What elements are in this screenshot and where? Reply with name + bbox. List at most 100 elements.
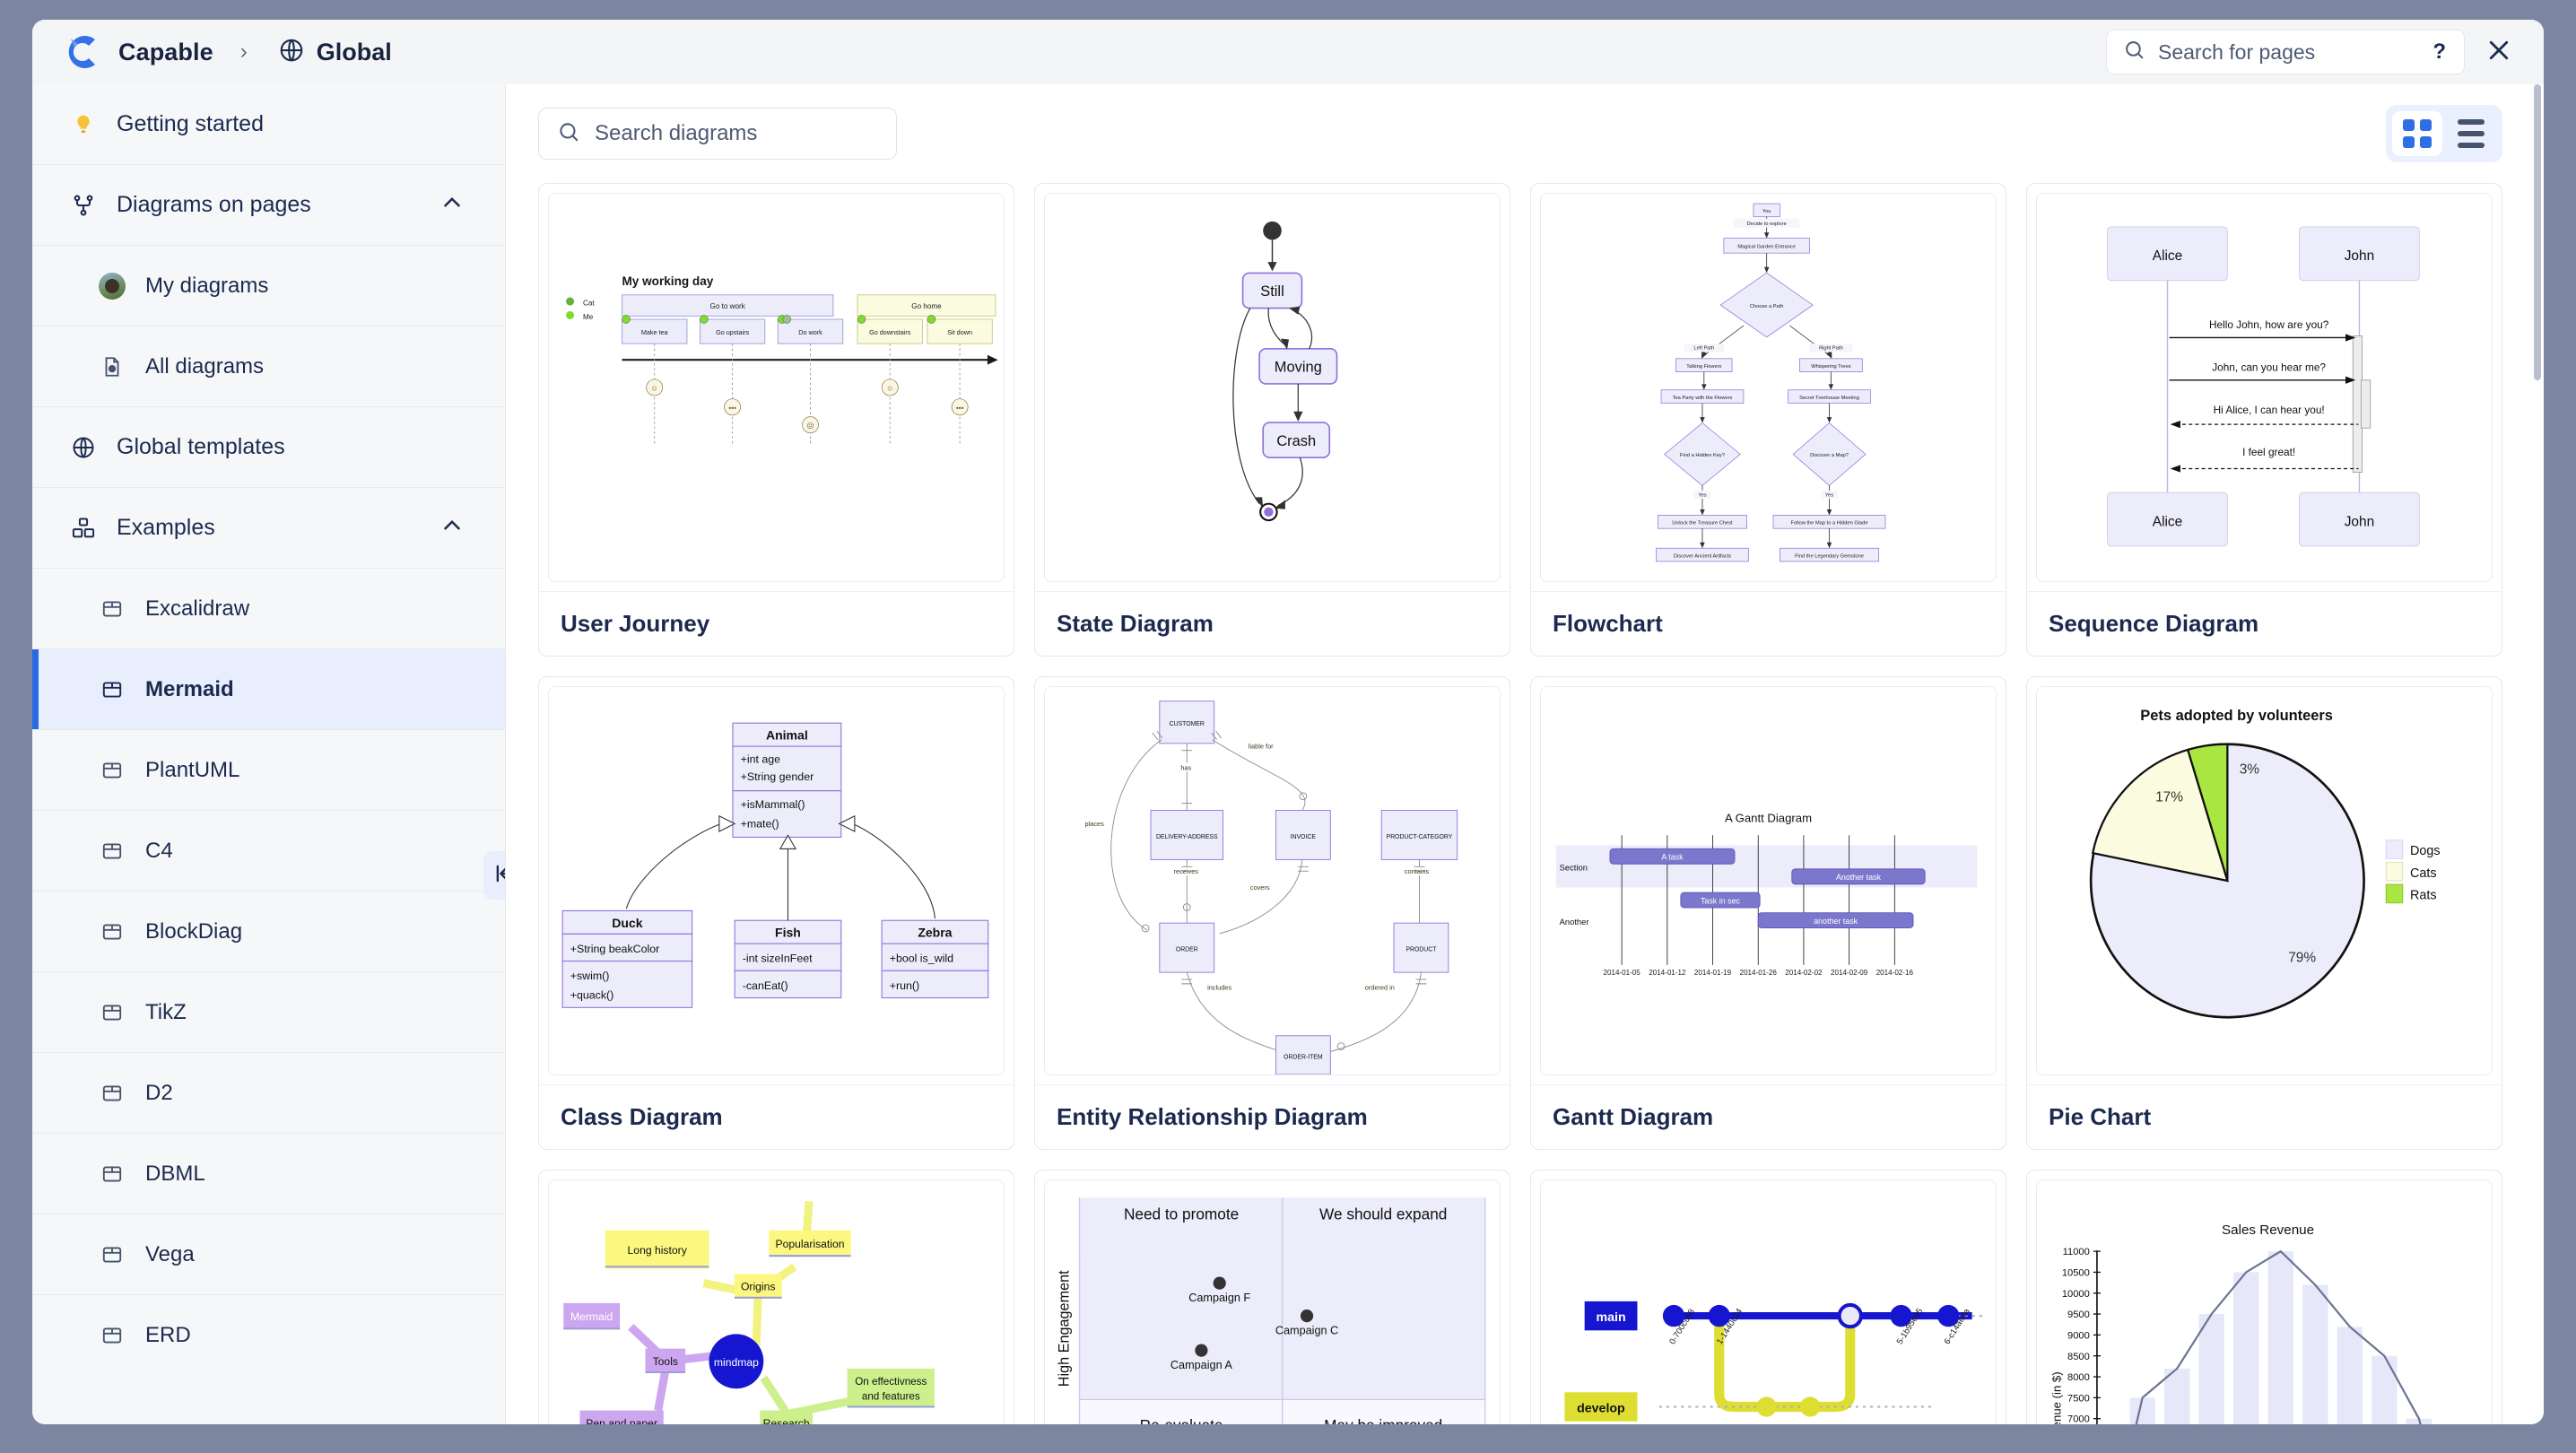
svg-text:places: places (1085, 820, 1105, 828)
svg-text:•••: ••• (728, 404, 736, 412)
svg-text:covers: covers (1250, 883, 1270, 892)
sidebar-item-plantuml[interactable]: PlantUML (32, 730, 505, 811)
diagram-card[interactable]: Long history Popularisation Origins Merm… (538, 1170, 1014, 1424)
brand-name[interactable]: Capable (118, 38, 213, 65)
diagram-card[interactable]: CUSTOMER DELIVERY-ADDRESS INVOICE PRODUC… (1034, 676, 1510, 1150)
svg-text:Unlock the Treasure Chest: Unlock the Treasure Chest (1672, 521, 1733, 526)
svg-text:2014-02-09: 2014-02-09 (1831, 969, 1868, 977)
svg-text:Cats: Cats (2410, 866, 2437, 881)
sidebar-item-d2[interactable]: D2 (32, 1053, 505, 1134)
blocks-icon (68, 513, 99, 544)
svg-text:Crash: Crash (1276, 433, 1316, 449)
sidebar-item-label: All diagrams (145, 353, 265, 378)
svg-text:+run(): +run() (890, 979, 919, 992)
branch-icon (68, 190, 99, 221)
diagram-preview-state-diagram: Still Moving Crash (1044, 193, 1501, 582)
svg-text:2014-01-19: 2014-01-19 (1694, 969, 1732, 977)
diagram-card[interactable]: Animal +int age +String gender +isMammal(… (538, 676, 1014, 1150)
sidebar-item-mermaid[interactable]: Mermaid (32, 649, 505, 730)
sidebar-item-label: Examples (117, 515, 215, 540)
sidebar-item-global-templates[interactable]: Global templates (32, 407, 505, 488)
svg-text:PRODUCT: PRODUCT (1405, 947, 1437, 953)
sidebar-item-getting-started[interactable]: Getting started (32, 84, 505, 165)
pie-title: Pets adopted by volunteers (2140, 708, 2333, 724)
svg-text:I feel great!: I feel great! (2242, 446, 2295, 458)
svg-text:2014-01-12: 2014-01-12 (1649, 969, 1686, 977)
main-scrollbar[interactable] (2533, 84, 2542, 1424)
svg-text:7500: 7500 (2067, 1393, 2090, 1404)
svg-text:Rats: Rats (2410, 889, 2437, 903)
diagrams-toolbar: Search diagrams (506, 84, 2544, 183)
svg-text:We should expand: We should expand (1319, 1205, 1447, 1223)
diagram-card[interactable]: You Decide to explore Magical Garden Ent… (1530, 183, 2006, 657)
sidebar-item-vega[interactable]: Vega (32, 1214, 505, 1295)
svg-text:A task: A task (1661, 853, 1684, 862)
svg-text:Alice: Alice (2153, 248, 2182, 264)
grid-view-button[interactable] (2392, 111, 2442, 156)
diagram-card[interactable]: Need to promote We should expand Re-eval… (1034, 1170, 1510, 1424)
sidebar-group-examples[interactable]: Examples (32, 488, 505, 569)
sidebar-item-blockdiag[interactable]: BlockDiag (32, 892, 505, 972)
chart-preview-quadrant: Need to promote We should expand Re-eval… (1044, 1179, 1501, 1424)
search-diagrams-input[interactable]: Search diagrams (538, 108, 897, 160)
svg-text:Origins: Origins (741, 1281, 776, 1293)
app-window: Capable › Global Search for pages (32, 20, 2544, 1424)
diagram-card[interactable]: My working day Cat Me Go to work Go home… (538, 183, 1014, 657)
diagram-card[interactable]: Pets adopted by volunteers 3% 17% 79% Do… (2026, 676, 2502, 1150)
diagram-card-title: Class Diagram (539, 1084, 1014, 1149)
svg-text:ORDER-ITEM: ORDER-ITEM (1284, 1054, 1323, 1060)
svg-text:Go upstairs: Go upstairs (716, 328, 749, 336)
collapse-sidebar-button[interactable] (483, 851, 505, 900)
diagram-card[interactable]: Sales Revenue Revenue (in $) 11000 10500 … (2026, 1170, 2502, 1424)
svg-text:develop: develop (1577, 1402, 1625, 1416)
chevron-up-icon[interactable] (439, 188, 466, 222)
svg-text:ordered in: ordered in (1365, 984, 1395, 992)
svg-text:My working day: My working day (622, 274, 713, 288)
sidebar-item-label: PlantUML (145, 757, 240, 782)
sidebar-item-c4[interactable]: C4 (32, 811, 505, 892)
svg-text:DELIVERY-ADDRESS: DELIVERY-ADDRESS (1156, 834, 1218, 840)
topbar-actions: Search for pages ? (2106, 27, 2524, 77)
svg-text:9000: 9000 (2067, 1330, 2090, 1341)
diagram-card[interactable]: Still Moving Crash (1034, 183, 1510, 657)
diagram-card-title: Pie Chart (2027, 1084, 2502, 1149)
diagram-card[interactable]: Alice John Alice John (2026, 183, 2502, 657)
app-body: Getting started Diagrams on pages My dia… (32, 84, 2544, 1424)
breadcrumb-global[interactable]: Global (278, 37, 392, 68)
svg-text:contains: contains (1405, 867, 1430, 875)
sidebar-group-diagrams-on-pages[interactable]: Diagrams on pages (32, 165, 505, 246)
svg-text:17%: 17% (2155, 790, 2183, 805)
svg-text:Pen and paper: Pen and paper (586, 1417, 657, 1424)
diagram-card[interactable]: A Gantt Diagram Section Another A task (1530, 676, 2006, 1150)
sidebar-item-tikz[interactable]: TikZ (32, 972, 505, 1053)
diagram-card[interactable]: main develop 0-700cc58 1-1440c24 5-1b95e… (1530, 1170, 2006, 1424)
search-pages-input[interactable]: Search for pages ? (2106, 30, 2465, 74)
lightbulb-icon (68, 109, 99, 140)
svg-text:Follow the Map to a Hidden Gla: Follow the Map to a Hidden Glade (1791, 521, 1868, 526)
svg-text:Cat: Cat (583, 300, 595, 308)
diagram-preview-er-diagram: CUSTOMER DELIVERY-ADDRESS INVOICE PRODUC… (1044, 686, 1501, 1075)
svg-text:May be improved: May be improved (1324, 1416, 1442, 1424)
help-shortcut-badge[interactable]: ? (2432, 39, 2446, 64)
svg-text:2014-01-26: 2014-01-26 (1740, 969, 1778, 977)
sidebar-item-all-diagrams[interactable]: All diagrams (32, 326, 505, 407)
diagram-preview-class-diagram: Animal +int age +String gender +isMammal(… (548, 686, 1005, 1075)
svg-text:Go to work: Go to work (710, 302, 746, 310)
close-button[interactable] (2474, 27, 2524, 77)
diagram-preview-sequence-diagram: Alice John Alice John (2036, 193, 2493, 582)
svg-text:Zebra: Zebra (918, 926, 952, 940)
sidebar-item-dbml[interactable]: DBML (32, 1134, 505, 1214)
diagram-card-title: State Diagram (1035, 591, 1510, 656)
svg-text:Yes: Yes (1698, 492, 1706, 498)
sidebar-item-excalidraw[interactable]: Excalidraw (32, 569, 505, 649)
list-view-button[interactable] (2446, 111, 2496, 156)
diagram-preview-user-journey: My working day Cat Me Go to work Go home… (548, 193, 1005, 582)
sidebar-item-erd[interactable]: ERD (32, 1295, 505, 1376)
chevron-up-icon[interactable] (439, 511, 466, 544)
sidebar-item-my-diagrams[interactable]: My diagrams (32, 246, 505, 326)
svg-text:Revenue (in $): Revenue (in $) (2049, 1371, 2063, 1424)
svg-text:•••: ••• (956, 404, 964, 412)
box-icon (97, 594, 127, 624)
svg-text:Fish: Fish (775, 926, 801, 940)
svg-text:Another task: Another task (1836, 873, 1882, 882)
